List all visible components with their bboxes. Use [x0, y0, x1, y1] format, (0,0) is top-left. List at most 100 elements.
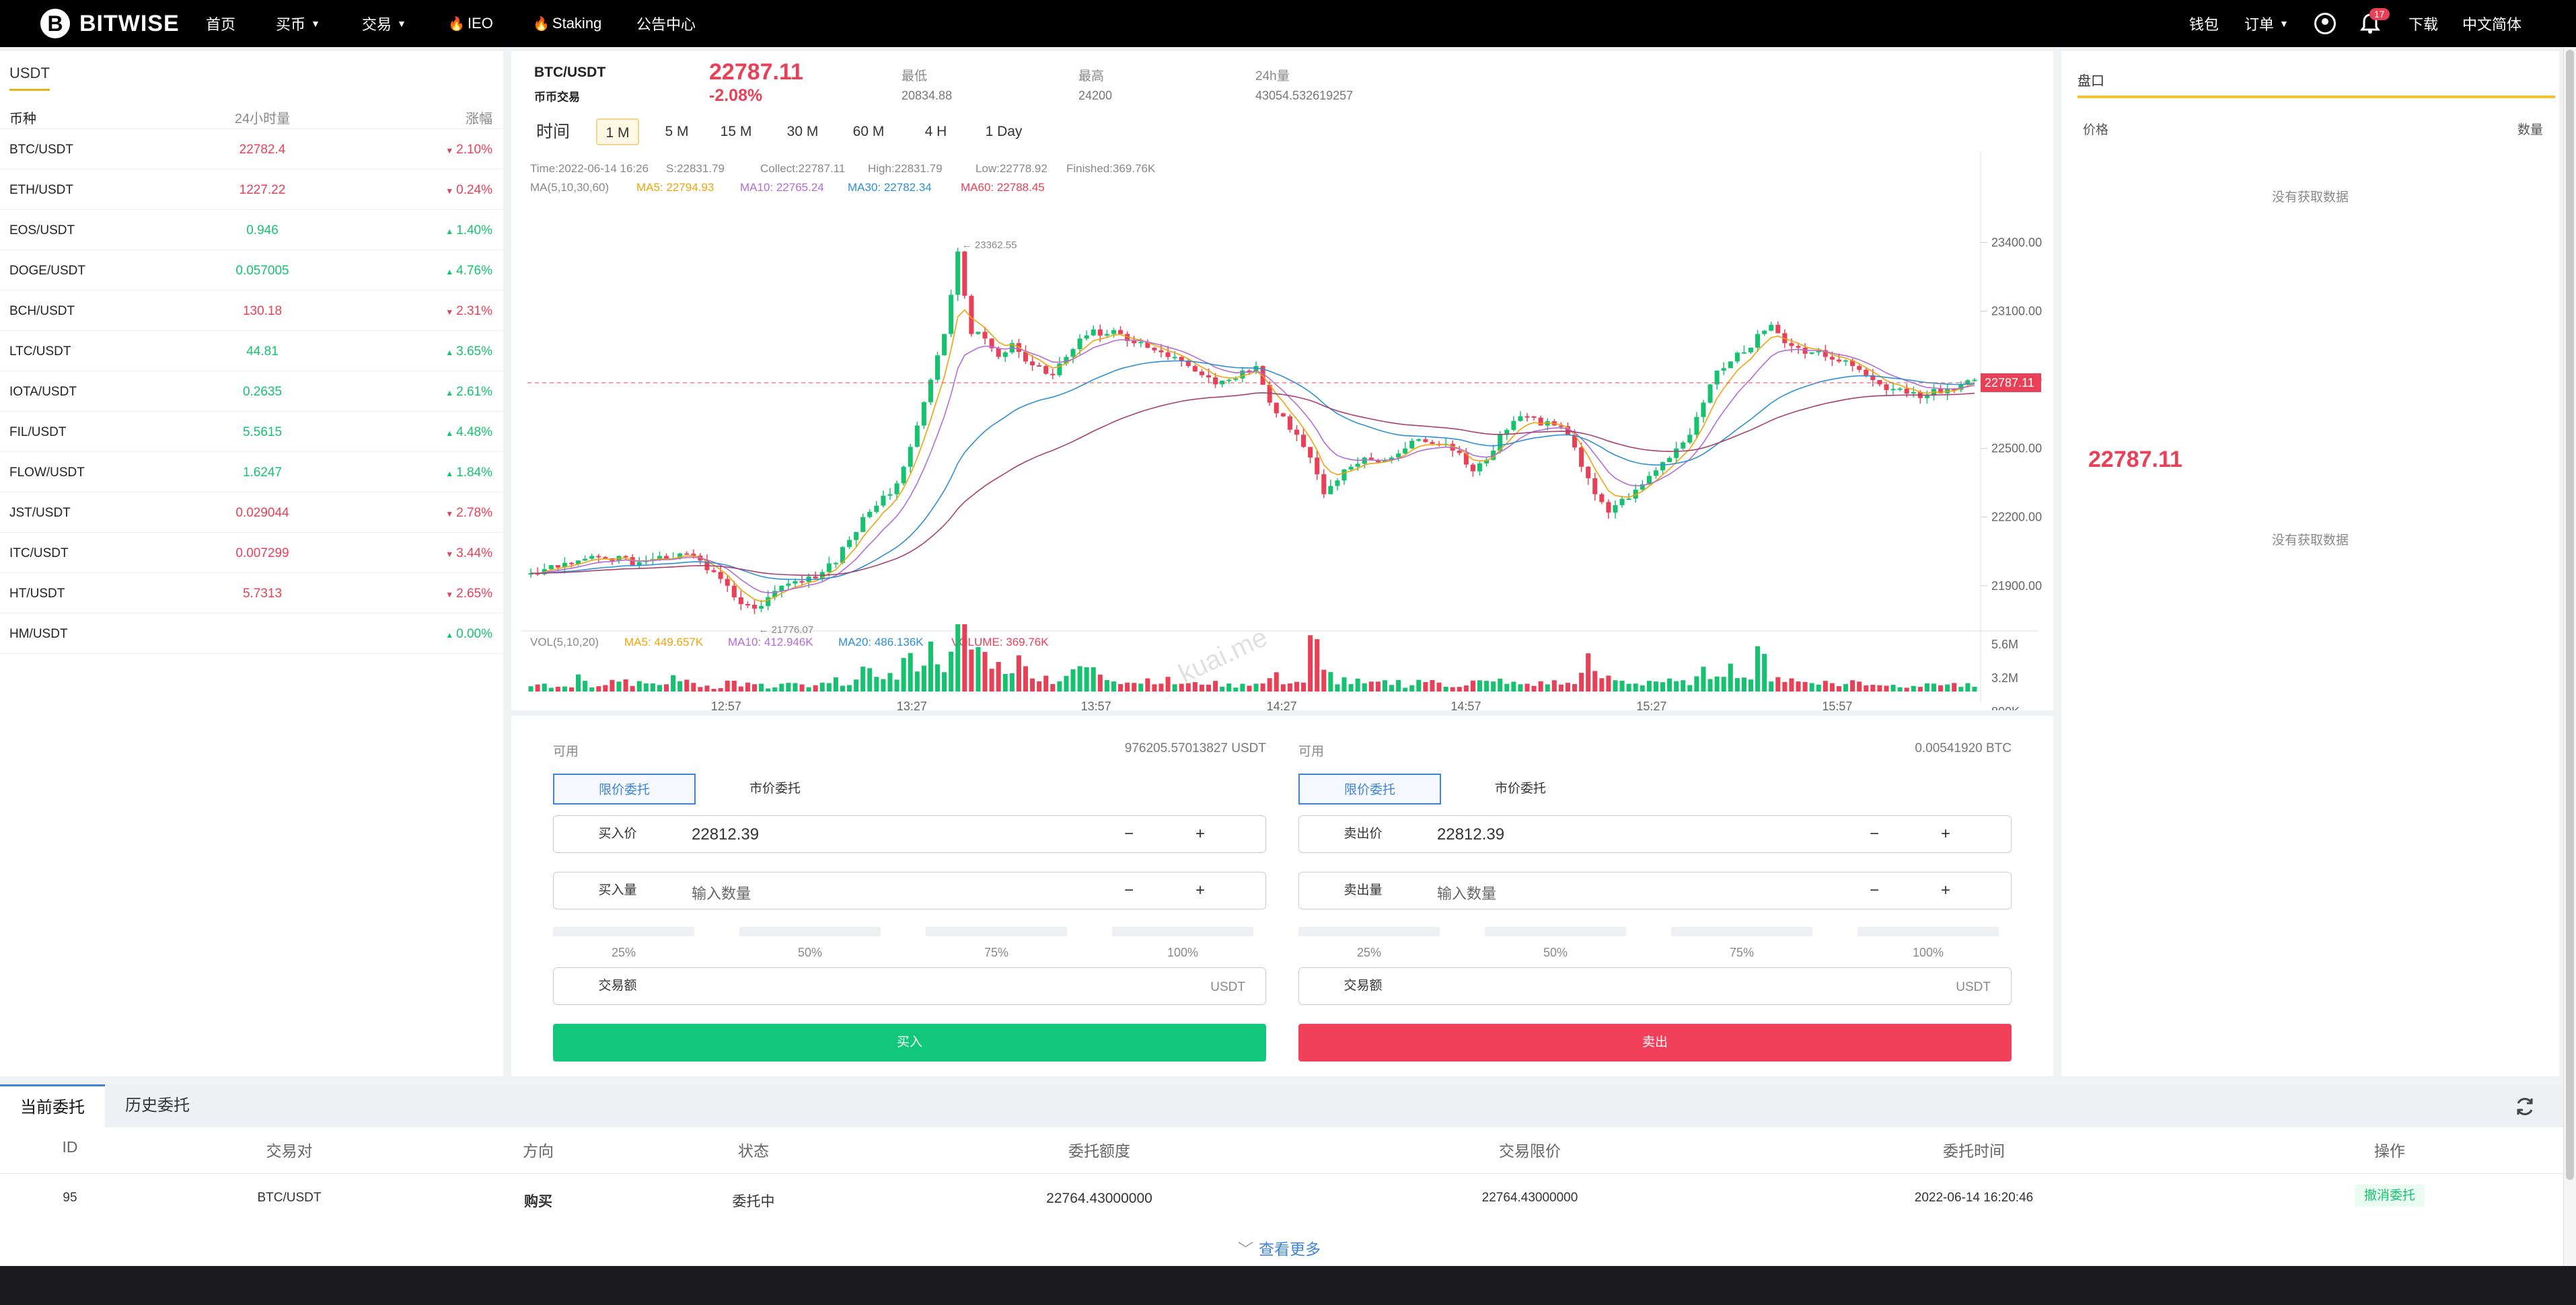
market-change-value: 3.44%	[456, 546, 492, 560]
market-row[interactable]: LTC/USDT 44.81 ▲ 3.65%	[0, 331, 503, 371]
sell-price-increment[interactable]: +	[1940, 825, 1950, 843]
buy-amount-input[interactable]: 买入量 输入数量 − +	[553, 872, 1266, 909]
market-tab-usdt[interactable]: USDT	[9, 65, 50, 91]
volume-bar	[1796, 681, 1801, 692]
nav-ieo[interactable]: 🔥 IEO	[448, 0, 493, 47]
sell-percent-50[interactable]: 50%	[1543, 946, 1568, 959]
buy-percent-100[interactable]: 100%	[1167, 946, 1199, 959]
sell-percent-25-bar[interactable]	[1298, 927, 1440, 936]
x-tick-label: 13:27	[897, 700, 927, 710]
buy-percent-25-bar[interactable]	[553, 927, 694, 936]
ticker-last-price: 22787.11	[709, 59, 803, 85]
nav-trade[interactable]: 交易 ▼	[362, 0, 406, 47]
scrollbar-thumb[interactable]	[2566, 50, 2574, 1180]
market-row[interactable]: HT/USDT 5.7313 ▼ 2.65%	[0, 573, 503, 613]
buy-limit-order-tab[interactable]: 限价委托	[553, 774, 696, 805]
sell-percent-100-bar[interactable]	[1857, 927, 1999, 936]
volume-bar	[1064, 675, 1069, 692]
timeframe-button[interactable]: 1 M	[596, 118, 639, 145]
cancel-order-button[interactable]: 撤消委托	[2354, 1185, 2425, 1207]
candle-body	[1681, 442, 1686, 449]
sell-price-value[interactable]: 22812.39	[1437, 825, 1505, 844]
buy-percent-50-bar[interactable]	[739, 927, 881, 936]
buy-total-input[interactable]: 交易额 USDT	[553, 967, 1266, 1005]
candle-body	[1924, 396, 1929, 398]
buy-amount-decrement[interactable]: −	[1124, 881, 1134, 899]
timeframe-button[interactable]: 60 M	[852, 124, 885, 139]
buy-percent-75-bar[interactable]	[926, 927, 1067, 936]
buy-market-order-tab[interactable]: 市价委托	[749, 782, 801, 796]
market-row[interactable]: FLOW/USDT 1.6247 ▲ 1.84%	[0, 452, 503, 492]
low-label: 最低	[901, 69, 928, 83]
market-row[interactable]: BCH/USDT 130.18 ▼ 2.31%	[0, 291, 503, 331]
buy-price-value[interactable]: 22812.39	[692, 825, 760, 844]
candlestick-chart[interactable]: Time:2022-06-14 16:26 S:22831.79 Collect:2…	[511, 152, 2053, 710]
sell-amount-placeholder[interactable]: 输入数量	[1437, 885, 1497, 902]
sell-percent-100[interactable]: 100%	[1912, 946, 1944, 959]
timeframe-button[interactable]: 5 M	[665, 124, 689, 139]
nav-announcements[interactable]: 公告中心	[636, 0, 696, 47]
tab-order-history[interactable]: 历史委托	[125, 1096, 190, 1115]
sell-amount-decrement[interactable]: −	[1869, 881, 1879, 899]
timeframe-button[interactable]: 15 M	[720, 124, 752, 139]
buy-price-increment[interactable]: +	[1195, 825, 1205, 843]
sell-amount-input[interactable]: 卖出量 输入数量 − +	[1298, 872, 2012, 909]
page-scrollbar[interactable]	[2563, 47, 2576, 1266]
market-row[interactable]: HM/USDT ▲ 0.00%	[0, 613, 503, 654]
nav-download[interactable]: 下载	[2408, 0, 2438, 47]
market-row[interactable]: EOS/USDT 0.946 ▲ 1.40%	[0, 210, 503, 250]
nav-orders[interactable]: 订单 ▼	[2244, 0, 2289, 47]
sell-percent-50-bar[interactable]	[1485, 927, 1626, 936]
market-row[interactable]: ETH/USDT 1227.22 ▼ 0.24%	[0, 170, 503, 210]
nav-wallet[interactable]: 钱包	[2189, 0, 2219, 47]
sell-percent-75[interactable]: 75%	[1729, 946, 1755, 959]
sell-price-decrement[interactable]: −	[1869, 825, 1879, 843]
tab-current-orders[interactable]: 当前委托	[0, 1084, 105, 1127]
logo[interactable]: B BITWISE	[40, 7, 180, 40]
buy-percent-100-bar[interactable]	[1112, 927, 1253, 936]
sell-price-input[interactable]: 卖出价 22812.39 − +	[1298, 815, 2012, 853]
candle-body	[1199, 371, 1204, 375]
nav-buy-crypto[interactable]: 买币 ▼	[276, 0, 320, 47]
volume-bar	[1470, 680, 1475, 692]
buy-total-unit: USDT	[1210, 980, 1245, 994]
candle-body	[799, 581, 805, 583]
buy-price-decrement[interactable]: −	[1124, 825, 1134, 843]
order-book-panel: 盘口 价格 数量 没有获取数据 22787.11 没有获取数据	[2061, 51, 2559, 1076]
language-selector[interactable]: 中文简体	[2462, 0, 2522, 47]
candle-body	[1430, 442, 1435, 444]
user-account[interactable]	[2314, 0, 2336, 47]
timeframe-button[interactable]: 4 H	[924, 124, 947, 139]
volume-bar	[1125, 682, 1130, 692]
nav-staking[interactable]: 🔥 Staking	[533, 0, 601, 47]
buy-amount-placeholder[interactable]: 输入数量	[692, 885, 751, 902]
market-row[interactable]: IOTA/USDT 0.2635 ▲ 2.61%	[0, 371, 503, 412]
buy-percent-25[interactable]: 25%	[611, 946, 636, 959]
sell-total-input[interactable]: 交易额 USDT	[1298, 967, 2012, 1005]
market-row[interactable]: ITC/USDT 0.007299 ▼ 3.44%	[0, 533, 503, 573]
volume-bar	[664, 684, 669, 692]
buy-percent-50[interactable]: 50%	[797, 946, 823, 959]
buy-price-input[interactable]: 买入价 22812.39 − +	[553, 815, 1266, 853]
market-row[interactable]: DOGE/USDT 0.057005 ▲ 4.76%	[0, 250, 503, 291]
view-more-link[interactable]: ﹀ 查看更多	[1238, 1236, 1321, 1259]
sell-button[interactable]: 卖出	[1298, 1024, 2012, 1061]
sell-limit-order-tab[interactable]: 限价委托	[1298, 774, 1441, 805]
sell-amount-increment[interactable]: +	[1940, 881, 1950, 899]
nav-home[interactable]: 首页	[206, 0, 235, 47]
market-row[interactable]: FIL/USDT 5.5615 ▲ 4.48%	[0, 412, 503, 452]
refresh-icon[interactable]	[2513, 1095, 2536, 1118]
timeframe-button[interactable]: 30 M	[786, 124, 819, 139]
candle-body	[908, 447, 913, 467]
timeframe-button[interactable]: 1 Day	[985, 124, 1023, 139]
notifications[interactable]	[2360, 0, 2380, 47]
market-row[interactable]: BTC/USDT 22782.4 ▼ 2.10%	[0, 129, 503, 170]
volume-bar	[1097, 674, 1103, 692]
market-row[interactable]: JST/USDT 0.029044 ▼ 2.78%	[0, 492, 503, 533]
sell-percent-75-bar[interactable]	[1671, 927, 1812, 936]
buy-percent-75[interactable]: 75%	[984, 946, 1009, 959]
sell-market-order-tab[interactable]: 市价委托	[1494, 782, 1546, 796]
sell-percent-25[interactable]: 25%	[1356, 946, 1382, 959]
buy-button[interactable]: 买入	[553, 1024, 1266, 1061]
buy-amount-increment[interactable]: +	[1195, 881, 1205, 899]
